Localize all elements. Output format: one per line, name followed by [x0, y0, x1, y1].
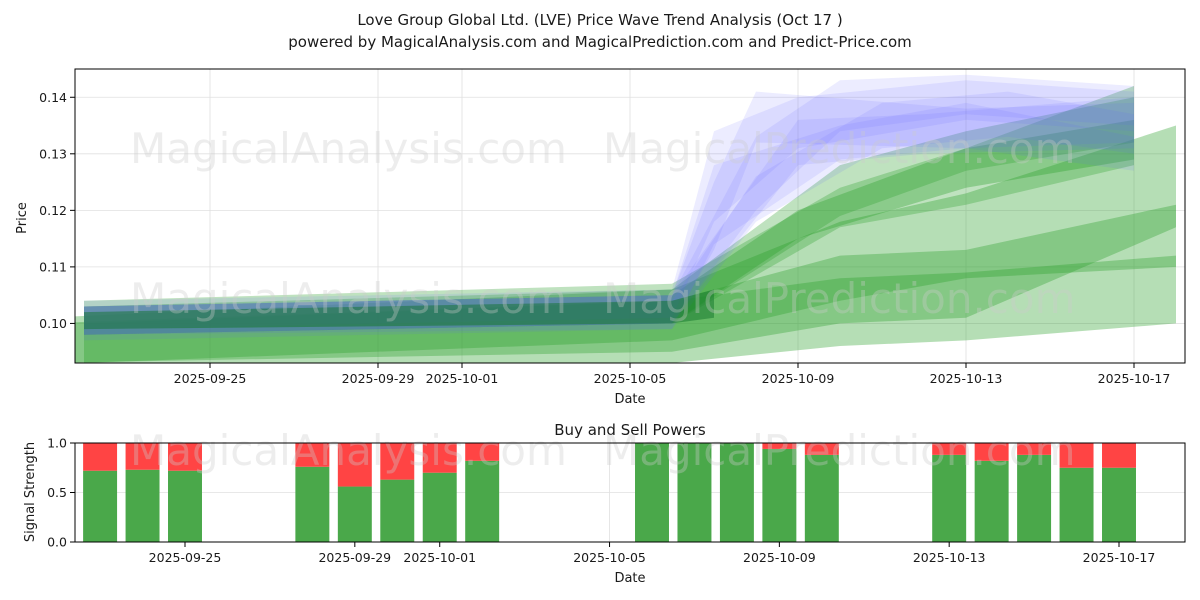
- signal-x-tick-label: 2025-10-17: [1083, 550, 1156, 565]
- buy-power-bar: [295, 466, 330, 542]
- buy-power-bar: [422, 472, 457, 542]
- watermark-text: MagicalAnalysis.com: [130, 274, 567, 323]
- sell-power-bar: [83, 443, 118, 471]
- price-y-ticks: 0.10 0.11 0.12 0.13 0.14: [39, 90, 75, 331]
- signal-x-axis-label: Date: [614, 571, 645, 586]
- signal-watermarks: MagicalAnalysis.com MagicalPrediction.co…: [130, 426, 1076, 475]
- sell-power-bar: [125, 443, 160, 470]
- sell-power-bar: [974, 443, 1009, 461]
- buy-power-bar: [83, 470, 118, 542]
- buy-power-bar: [1059, 467, 1094, 542]
- price-y-axis-label: Price: [15, 202, 30, 234]
- buy-power-bar: [677, 443, 712, 542]
- signal-x-tick-label: 2025-10-09: [743, 550, 816, 565]
- chart-subtitle: powered by MagicalAnalysis.com and Magic…: [288, 33, 912, 51]
- sell-power-bar: [380, 443, 415, 480]
- sell-power-bar: [762, 443, 797, 449]
- price-y-tick-label: 0.13: [39, 146, 67, 161]
- signal-y-ticks: 0.0 0.5 1.0: [47, 436, 75, 550]
- signal-bars: [83, 443, 1136, 542]
- buy-power-bar: [974, 460, 1009, 542]
- signal-y-tick-label: 0.0: [47, 535, 67, 550]
- price-watermarks: MagicalAnalysis.com MagicalPrediction.co…: [130, 124, 1076, 323]
- signal-x-ticks: 2025-09-25 2025-09-29 2025-10-01 2025-10-05…: [149, 542, 1156, 565]
- price-y-tick-label: 0.14: [39, 90, 67, 105]
- buy-power-bar: [932, 454, 967, 542]
- signal-y-tick-label: 1.0: [47, 436, 67, 451]
- price-x-tick-label: 2025-09-25: [174, 371, 247, 386]
- sell-power-bar: [1102, 443, 1136, 468]
- sell-power-bar: [168, 443, 202, 471]
- watermark-text: MagicalPrediction.com: [603, 124, 1076, 173]
- price-wave-band: [84, 289, 714, 330]
- signal-x-tick-label: 2025-10-13: [913, 550, 986, 565]
- price-panel: MagicalAnalysis.com MagicalPrediction.co…: [15, 68, 1186, 407]
- signal-x-tick-label: 2025-10-05: [573, 550, 646, 565]
- buy-power-bar: [804, 454, 839, 542]
- buy-power-bar: [762, 448, 797, 542]
- buy-power-bar: [1102, 467, 1136, 542]
- price-x-tick-label: 2025-10-13: [930, 371, 1003, 386]
- signal-y-tick-label: 0.5: [47, 485, 67, 500]
- signal-x-tick-label: 2025-09-29: [318, 550, 391, 565]
- sell-power-bar: [1059, 443, 1094, 468]
- signal-panel: Buy and Sell Powers MagicalAnalysis.com …: [23, 421, 1186, 586]
- price-wave-band: [84, 91, 1134, 341]
- price-wave-band: [84, 74, 1134, 335]
- chart-title: Love Group Global Ltd. (LVE) Price Wave …: [357, 11, 842, 29]
- price-wave-band: [84, 80, 1134, 330]
- price-y-tick-label: 0.12: [39, 203, 67, 218]
- price-wave-band: [75, 125, 1176, 363]
- buy-power-bar: [380, 479, 415, 542]
- price-wave-band: [84, 86, 1134, 330]
- price-x-tick-label: 2025-10-09: [762, 371, 835, 386]
- price-y-tick-label: 0.11: [39, 259, 67, 274]
- price-wave-bands: [75, 74, 1176, 363]
- price-x-tick-label: 2025-10-05: [594, 371, 667, 386]
- watermark-text: MagicalAnalysis.com: [130, 124, 567, 173]
- signal-chart-title: Buy and Sell Powers: [554, 421, 706, 439]
- sell-power-bar: [1017, 443, 1052, 455]
- watermark-text: MagicalPrediction.com: [603, 426, 1076, 475]
- price-x-tick-label: 2025-09-29: [342, 371, 415, 386]
- sell-power-bar: [804, 443, 839, 455]
- buy-power-bar: [465, 460, 500, 542]
- price-x-ticks: 2025-09-25 2025-09-29 2025-10-01 2025-10-05…: [174, 363, 1171, 386]
- sell-power-bar: [422, 443, 457, 473]
- price-x-axis-label: Date: [614, 392, 645, 407]
- signal-x-tick-label: 2025-10-01: [403, 550, 476, 565]
- watermark-text: MagicalAnalysis.com: [130, 426, 567, 475]
- sell-power-bar: [465, 443, 500, 461]
- buy-power-bar: [168, 470, 202, 542]
- sell-power-bar: [932, 443, 967, 455]
- watermark-text: MagicalPrediction.com: [603, 274, 1076, 323]
- price-y-tick-label: 0.10: [39, 316, 67, 331]
- sell-power-bar: [337, 443, 372, 487]
- buy-power-bar: [1017, 454, 1052, 542]
- price-x-tick-label: 2025-10-17: [1098, 371, 1171, 386]
- signal-y-axis-label: Signal Strength: [23, 442, 38, 542]
- sell-power-bar: [295, 443, 330, 467]
- price-wave-band: [84, 97, 1134, 335]
- price-wave-band: [84, 97, 1134, 335]
- signal-x-tick-label: 2025-09-25: [149, 550, 222, 565]
- buy-power-bar: [125, 469, 160, 542]
- buy-power-bar: [337, 486, 372, 542]
- price-x-tick-label: 2025-10-01: [426, 371, 499, 386]
- buy-power-bar: [635, 443, 669, 542]
- buy-power-bar: [719, 443, 754, 542]
